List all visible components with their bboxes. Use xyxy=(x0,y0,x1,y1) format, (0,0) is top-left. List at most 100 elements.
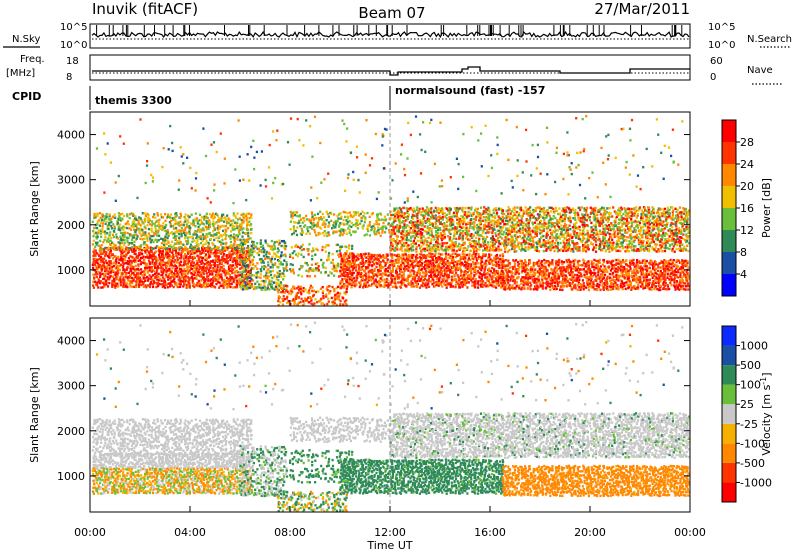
heatmap-cell xyxy=(561,288,564,292)
heatmap-cell xyxy=(653,278,657,281)
heatmap-cell xyxy=(307,253,310,256)
heatmap-cell xyxy=(199,237,202,241)
heatmap-cell xyxy=(374,257,377,260)
heatmap-cell xyxy=(96,220,99,223)
heatmap-cell xyxy=(236,251,239,254)
heatmap-cell xyxy=(383,281,386,284)
heatmap-cell xyxy=(391,259,394,263)
heatmap-cell xyxy=(307,248,310,251)
heatmap-cell xyxy=(160,269,163,272)
heatmap-cell xyxy=(349,271,352,274)
heatmap-cell xyxy=(246,264,249,267)
heatmap-cell xyxy=(315,247,318,251)
heatmap-cell xyxy=(572,279,575,282)
heatmap-cell xyxy=(662,280,666,284)
heatmap-cell xyxy=(220,273,223,276)
heatmap-cell xyxy=(118,279,121,282)
heatmap-cell xyxy=(448,255,452,258)
heatmap-cell xyxy=(286,269,289,272)
heatmap-cell xyxy=(100,235,103,238)
heatmap-cell xyxy=(614,267,618,270)
heatmap-cell xyxy=(100,219,103,222)
heatmap-cell xyxy=(397,258,400,262)
heatmap-cell xyxy=(106,285,110,288)
heatmap-cell xyxy=(182,272,185,275)
heatmap-cell xyxy=(462,278,465,282)
heatmap-cell xyxy=(337,217,340,220)
heatmap-cell xyxy=(211,223,214,226)
heatmap-cell xyxy=(193,266,196,269)
heatmap-cell xyxy=(431,256,434,259)
heatmap-cell xyxy=(250,267,253,270)
heatmap-cell xyxy=(164,225,167,228)
heatmap-cell xyxy=(277,291,280,294)
heatmap-cell xyxy=(99,272,102,275)
heatmap-cell xyxy=(175,261,179,264)
heatmap-cell xyxy=(212,217,215,220)
heatmap-cell xyxy=(259,242,262,245)
heatmap-cell xyxy=(340,254,343,257)
heatmap-cell xyxy=(482,253,485,256)
heatmap-cell xyxy=(215,236,218,239)
heatmap-cell xyxy=(605,280,608,283)
heatmap-cell xyxy=(404,259,407,262)
heatmap-cell xyxy=(569,284,572,287)
heatmap-cell xyxy=(188,265,191,268)
heatmap-cell xyxy=(634,272,637,275)
heatmap-cell xyxy=(506,278,509,281)
heatmap-cell xyxy=(170,261,173,264)
heatmap-cell xyxy=(106,239,109,242)
heatmap-cell xyxy=(234,251,237,255)
heatmap-cell xyxy=(300,227,303,231)
heatmap-cell xyxy=(587,288,590,292)
heatmap-cell xyxy=(323,225,327,229)
heatmap-cell xyxy=(384,268,387,271)
heatmap-cell xyxy=(302,287,305,290)
heatmap-cell xyxy=(207,255,210,259)
heatmap-cell xyxy=(511,272,514,275)
heatmap-cell xyxy=(636,259,639,262)
heatmap-cell xyxy=(195,274,198,278)
heatmap-cell xyxy=(560,262,564,265)
heatmap-cell xyxy=(332,221,336,224)
heatmap-cell xyxy=(165,264,168,268)
heatmap-cell xyxy=(346,278,349,281)
heatmap-cell xyxy=(244,240,247,243)
heatmap-cell xyxy=(656,280,659,283)
heatmap-cell xyxy=(666,288,669,291)
heatmap-cell xyxy=(154,275,157,278)
heatmap-cell xyxy=(153,269,156,273)
heatmap-cell xyxy=(153,280,156,283)
heatmap-cell xyxy=(383,218,386,222)
heatmap-cell xyxy=(108,217,111,220)
heatmap-cell xyxy=(628,286,631,289)
heatmap-cell xyxy=(203,218,206,221)
heatmap-cell xyxy=(145,247,148,250)
heatmap-cell xyxy=(259,273,262,276)
heatmap-cell xyxy=(439,283,442,286)
heatmap-cell xyxy=(492,276,495,279)
heatmap-cell xyxy=(167,241,170,244)
heatmap-cell xyxy=(150,257,154,260)
heatmap-cell xyxy=(263,251,266,254)
heatmap-cell xyxy=(240,218,243,222)
heatmap-cell xyxy=(154,225,157,228)
heatmap-cell xyxy=(562,273,565,276)
heatmap-cell xyxy=(128,276,131,279)
heatmap-cell xyxy=(175,226,178,230)
heatmap-cell xyxy=(621,261,624,264)
heatmap-cell xyxy=(461,252,464,256)
heatmap-cell xyxy=(576,262,579,265)
heatmap-cell xyxy=(202,237,205,240)
heatmap-cell xyxy=(276,287,279,290)
heatmap-cell xyxy=(427,259,430,262)
heatmap-cell xyxy=(212,220,215,223)
heatmap-cell xyxy=(387,282,390,285)
heatmap-cell xyxy=(242,262,245,265)
heatmap-cell xyxy=(119,235,122,238)
heatmap-cell xyxy=(412,272,415,276)
heatmap-cell xyxy=(119,263,123,266)
heatmap-cell xyxy=(147,277,150,280)
heatmap-cell xyxy=(281,263,284,266)
heatmap-cell xyxy=(170,270,173,273)
